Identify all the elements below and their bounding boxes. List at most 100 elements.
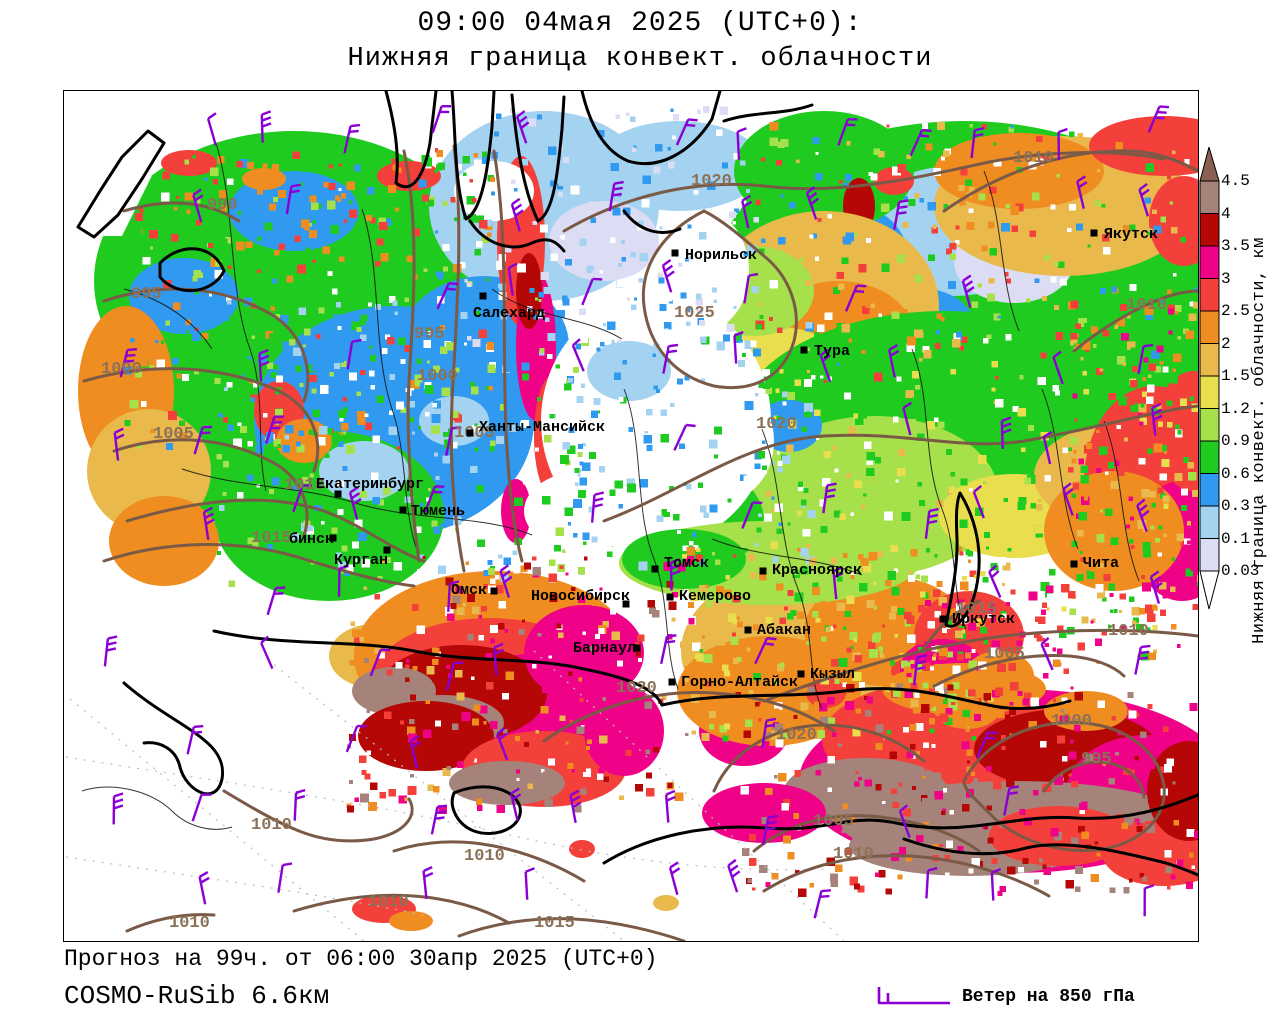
model-info: COSMO-RuSib 6.6км [64, 981, 330, 1011]
cloud-field-speckle [284, 435, 289, 440]
cloud-field-speckle [844, 610, 851, 617]
cloud-field-speckle [738, 411, 745, 418]
cloud-field-speckle [978, 193, 986, 201]
cloud-field-speckle [921, 797, 929, 804]
cloud-field-speckle [959, 551, 964, 556]
cloud-field-speckle [502, 728, 508, 734]
cloud-field-speckle [263, 412, 268, 418]
cloud-field-speckle [1129, 596, 1135, 602]
isobar-line [222, 789, 414, 843]
cloud-field-speckle [686, 547, 696, 556]
cloud-field-speckle [270, 371, 277, 379]
cloud-field-speckle [253, 527, 259, 533]
cloud-field-speckle [1137, 520, 1147, 529]
city-dot [759, 567, 767, 575]
cloud-field-speckle [179, 420, 185, 426]
cloud-field-speckle [186, 329, 190, 334]
cloud-field-speckle [529, 287, 535, 293]
cloud-field-speckle [780, 194, 784, 198]
admin-border-line [983, 170, 1020, 332]
cloud-field-speckle [1071, 493, 1076, 498]
wind-barb [608, 180, 624, 212]
cloud-field-speckle [556, 623, 562, 629]
cloud-field-speckle [524, 562, 532, 570]
cloud-field-speckle [653, 166, 661, 174]
cloud-field-speckle [1194, 830, 1198, 839]
cloud-field-speckle [993, 313, 1001, 321]
cloud-field-speckle [523, 478, 530, 485]
cloud-field-speckle [558, 192, 563, 197]
cloud-field-speckle [904, 661, 911, 668]
cloud-field-speckle [633, 584, 638, 589]
cloud-field-speckle [483, 584, 488, 589]
cloud-field-speckle [496, 113, 502, 119]
cloud-field-speckle [659, 304, 667, 312]
cloud-field-speckle [947, 281, 956, 290]
cloud-field-speckle [349, 780, 354, 785]
cloud-field-speckle [548, 146, 557, 155]
cloud-field-speckle [344, 570, 350, 577]
cloud-field-speckle [327, 270, 333, 276]
cloud-field-speckle [762, 440, 766, 445]
cloud-field-speckle [644, 701, 653, 709]
cloud-field-speckle [827, 213, 833, 219]
cloud-field-speckle [250, 361, 260, 370]
colorbar-segment [1199, 343, 1220, 377]
cloud-field-speckle [559, 715, 566, 722]
cloud-field-speckle [675, 469, 683, 478]
cloud-field-speckle [224, 387, 228, 392]
cloud-field-speckle [705, 584, 709, 588]
city-dot [633, 644, 641, 652]
cloud-field-speckle [786, 279, 795, 289]
cloud-field-speckle [407, 785, 417, 795]
isobar-label: 1000 [417, 367, 458, 386]
cloud-field-speckle [284, 221, 289, 226]
admin-border-line [761, 428, 823, 710]
cloud-field-speckle [833, 510, 841, 518]
cloud-field-speckle [1081, 496, 1090, 506]
cloud-field-speckle [753, 624, 760, 631]
cloud-field-speckle [364, 413, 369, 418]
cloud-field-speckle [241, 374, 246, 378]
cloud-field-speckle [1072, 473, 1081, 482]
cloud-field-speckle [732, 594, 741, 603]
cloud-field-speckle [609, 565, 615, 570]
cloud-field-speckle [897, 164, 907, 173]
cloud-field-speckle [1041, 637, 1046, 642]
cloud-field-speckle [474, 447, 479, 452]
cloud-field-speckle [547, 758, 556, 766]
cloud-field-speckle [472, 718, 480, 726]
cloud-field-speckle [345, 444, 355, 454]
cloud-field-speckle [504, 246, 512, 253]
cloud-field-speckle [587, 646, 594, 652]
cloud-field-speckle [1150, 525, 1155, 530]
cloud-field-speckle [1009, 701, 1014, 706]
cloud-field-speckle [221, 371, 230, 380]
cloud-field-speckle [435, 720, 441, 727]
cloud-field-speckle [907, 634, 916, 644]
cloud-field-speckle [753, 216, 760, 223]
cloud-field-speckle [806, 347, 811, 351]
cloud-field-speckle [897, 608, 905, 615]
cloud-field-speckle [846, 141, 851, 146]
cloud-field-speckle [754, 593, 764, 602]
cloud-field-speckle [990, 604, 995, 609]
cloud-field-speckle [1028, 591, 1038, 601]
cloud-field-speckle [581, 383, 586, 388]
cloud-field-speckle [372, 497, 380, 505]
isobar-line [932, 654, 1126, 688]
cloud-field-speckle [1136, 825, 1143, 833]
cloud-field-speckle [875, 457, 882, 464]
cloud-field-speckle [875, 783, 882, 791]
cloud-field-speckle [1171, 557, 1175, 561]
cloud-field-speckle [986, 805, 992, 811]
cloud-field-speckle [582, 532, 590, 540]
cloud-field-speckle [728, 613, 737, 623]
wind-barb [837, 117, 858, 146]
cloud-field-speckle [1061, 606, 1067, 612]
cloud-field-speckle [736, 628, 746, 637]
cloud-field-speckle [630, 304, 637, 311]
cloud-field-speckle [837, 362, 841, 366]
wind-barb [1062, 482, 1074, 516]
isobar-label: 1020 [616, 679, 657, 698]
